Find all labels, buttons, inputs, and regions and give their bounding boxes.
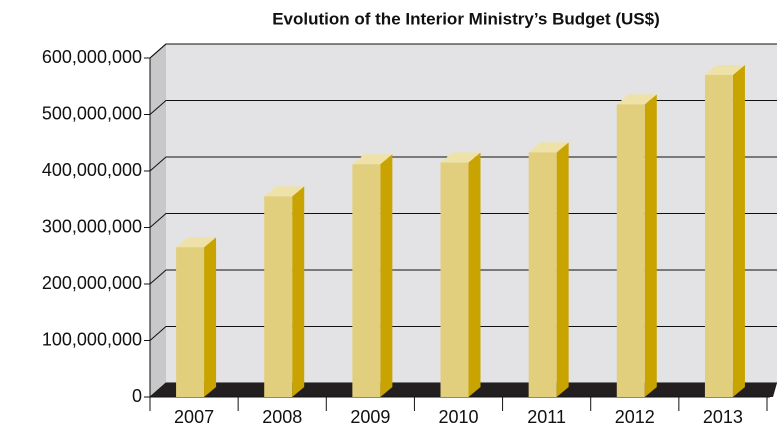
bar-front [616, 104, 645, 397]
bar-side [556, 142, 569, 397]
bar-side [732, 64, 745, 397]
x-tick-label: 2010 [438, 407, 478, 427]
y-tick-label: 500,000,000 [42, 103, 142, 123]
bar-side [292, 186, 305, 397]
y-tick-label: 200,000,000 [42, 273, 142, 293]
grid-line [149, 156, 777, 172]
x-tick-label: 2013 [703, 407, 743, 427]
x-tick-label: 2012 [615, 407, 655, 427]
y-tick-label: 300,000,000 [42, 216, 142, 236]
bar [440, 152, 481, 397]
y-tick-label: 400,000,000 [42, 160, 142, 180]
bar [616, 94, 657, 397]
grid-line [149, 269, 777, 285]
bar-front [440, 162, 469, 397]
bar-front [264, 196, 293, 397]
bar-side [204, 237, 217, 397]
bar [352, 154, 393, 397]
bar-top [264, 186, 305, 197]
y-tick-label: 600,000,000 [42, 47, 142, 67]
y-tick-label: 0 [132, 386, 142, 406]
bar [176, 237, 217, 397]
bar [528, 142, 569, 397]
x-tick-label: 2008 [262, 407, 302, 427]
grid-line [149, 213, 777, 228]
x-tick-label: 2007 [174, 407, 214, 427]
bar-front [704, 74, 733, 397]
bar-top [440, 152, 481, 163]
x-tick-label: 2011 [527, 407, 566, 427]
grid-line [149, 100, 777, 115]
bar-top [176, 237, 217, 248]
bar-front [528, 152, 557, 397]
y-tick-label: 100,000,000 [42, 329, 142, 349]
bar-top [528, 142, 569, 153]
grid-line [149, 43, 777, 59]
bar [264, 186, 305, 397]
bar-side [380, 154, 393, 397]
bar-side [468, 152, 481, 397]
chart-title: Evolution of the Interior Ministry’s Bud… [272, 9, 660, 28]
bar [704, 64, 745, 397]
bar-top [704, 64, 745, 75]
grid-line [149, 326, 777, 341]
bar-top [352, 154, 393, 165]
x-tick-label: 2009 [350, 407, 390, 427]
bar-front [352, 164, 381, 397]
bar-front [176, 247, 205, 397]
bar-side [644, 94, 657, 397]
bar-top [616, 94, 657, 105]
